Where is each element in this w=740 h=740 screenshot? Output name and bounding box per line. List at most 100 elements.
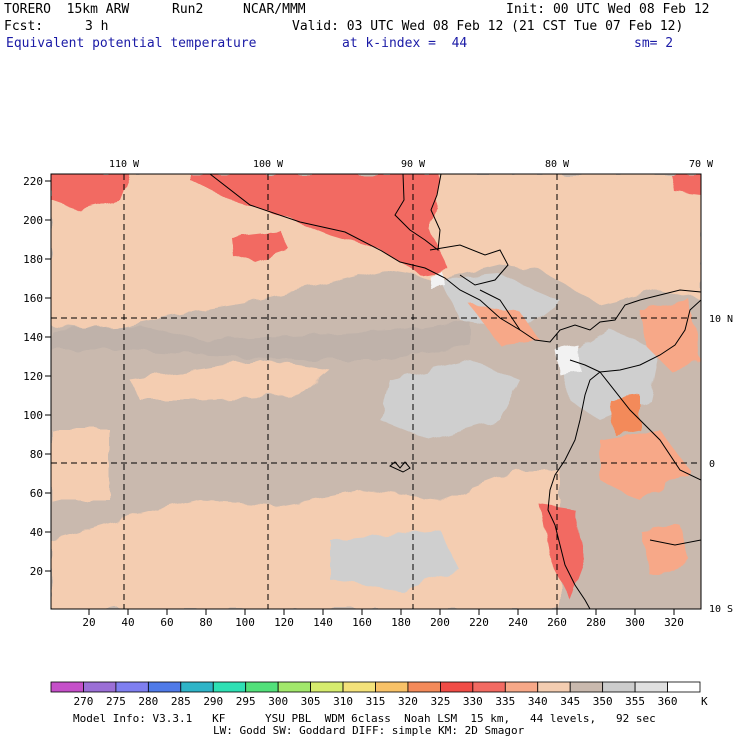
lat-labels: 10 N 0 10 S	[709, 314, 733, 615]
field-grey-east	[380, 360, 520, 440]
field-red-nw	[51, 174, 130, 210]
border-honduras	[429, 244, 509, 286]
colorbar-swatch	[310, 681, 344, 693]
y-tick-label: 60	[30, 487, 43, 500]
colorbar-labels: 270 275 280 285 290 295 300 305 310 315 320 325 330 3…	[74, 695, 678, 708]
x-tick-label: 240	[508, 616, 528, 629]
colorbar-swatch	[407, 681, 441, 693]
colorbar-swatch	[180, 681, 214, 693]
y-tick-label: 160	[23, 292, 43, 305]
level-label: at k-index = 44	[342, 36, 468, 51]
theta-e-field	[51, 174, 701, 609]
colorbar-swatch	[667, 681, 701, 693]
colorbar-swatch	[634, 681, 668, 693]
colorbar-label: 335	[495, 695, 515, 708]
y-tick-labels: 220 200 180 160 140 120 100 80 60 40 20	[23, 175, 43, 578]
colorbar-swatch	[212, 681, 247, 693]
field-grey-south	[330, 530, 460, 590]
y-tick-label: 80	[30, 448, 43, 461]
colorbar-swatch	[277, 681, 311, 693]
x-tick-label: 220	[469, 616, 489, 629]
x-tick-label: 280	[586, 616, 606, 629]
field-salmon-amazon	[600, 430, 690, 500]
field-red-coast	[230, 230, 290, 262]
colorbar-label: 355	[625, 695, 645, 708]
y-tick-label: 220	[23, 175, 43, 188]
lat-label: 10 N	[709, 314, 733, 325]
y-tick-label: 40	[30, 526, 43, 539]
fcst-label: Fcst:	[4, 19, 44, 34]
field-red-andes	[610, 395, 640, 435]
model-name: TORERO 15km ARW	[4, 2, 130, 17]
field-peach-north	[51, 174, 701, 330]
colorbar-swatch	[472, 681, 506, 693]
colorbar-unit: K	[701, 695, 708, 708]
x-tick-labels: 20 40 60 80 100 120 140 160 180 200 220 …	[82, 616, 684, 629]
colorbar-label: 330	[463, 695, 483, 708]
field-name: Equivalent potential temperature	[6, 36, 257, 51]
lon-label: 80 W	[545, 159, 570, 170]
y-tick-label: 120	[23, 370, 43, 383]
border-guatemala	[394, 174, 442, 251]
lon-label: 110 W	[109, 159, 140, 170]
lon-label: 90 W	[401, 159, 426, 170]
colorbar	[50, 681, 701, 693]
colorbar-swatch	[375, 681, 409, 693]
y-tick-label: 20	[30, 565, 43, 578]
colorbar-label: 310	[333, 695, 353, 708]
colorbar-swatch	[439, 681, 474, 693]
y-tick-label: 100	[23, 409, 43, 422]
x-tick-label: 300	[625, 616, 645, 629]
field-salmon-costa-rica	[470, 305, 540, 345]
field-red-peru	[540, 505, 585, 600]
coastlines	[209, 174, 701, 609]
field-peach-west	[51, 430, 110, 500]
border-colombia	[569, 359, 601, 373]
run-label: Run2	[172, 2, 204, 17]
x-tick-label: 160	[352, 616, 372, 629]
x-tick-label: 140	[313, 616, 333, 629]
y-tick-label: 180	[23, 253, 43, 266]
border-peru	[599, 371, 701, 481]
field-grey-band	[51, 320, 470, 360]
x-tick-label: 200	[430, 616, 450, 629]
colorbar-swatch	[245, 681, 279, 693]
colorbar-label: 280	[138, 695, 158, 708]
lat-label: 0	[709, 459, 715, 470]
x-tick-label: 320	[664, 616, 684, 629]
colorbar-swatch	[504, 681, 539, 693]
lat-label: 10 S	[709, 604, 733, 615]
coastline-central-america	[209, 174, 701, 343]
colorbar-label: 295	[236, 695, 256, 708]
colorbar-label: 360	[658, 695, 678, 708]
colorbar-swatch	[115, 681, 149, 693]
y-ticks	[45, 180, 51, 572]
physics-info: LW: Godd SW: Goddard DIFF: simple KM: 2D…	[213, 724, 525, 737]
field-peach-mid	[130, 360, 330, 400]
field-red-mexico	[190, 174, 450, 275]
x-tick-label: 20	[82, 616, 95, 629]
x-tick-label: 260	[547, 616, 567, 629]
valid-time: Valid: 03 UTC Wed 08 Feb 12 (21 CST Tue …	[292, 19, 684, 34]
colorbar-label: 340	[528, 695, 548, 708]
field-grey-panama	[440, 275, 560, 330]
colorbar-label: 345	[560, 695, 580, 708]
x-tick-label: 100	[235, 616, 255, 629]
smoothing-label: sm= 2	[634, 36, 674, 51]
y-tick-label: 200	[23, 214, 43, 227]
colorbar-label: 270	[74, 695, 94, 708]
model-info: Model Info: V3.3.1 KF YSU PBL WDM 6class…	[73, 712, 656, 725]
x-tick-label: 60	[160, 616, 173, 629]
x-tick-label: 40	[121, 616, 134, 629]
colorbar-label: 290	[203, 695, 223, 708]
init-time: Init: 00 UTC Wed 08 Feb 12	[506, 2, 710, 17]
fcst-value: 3 h	[85, 19, 109, 34]
field-red-caribbean	[670, 174, 701, 195]
colorbar-swatch	[83, 681, 117, 693]
border-nicaragua	[479, 289, 521, 331]
colorbar-label: 325	[430, 695, 450, 708]
colorbar-swatch	[537, 681, 571, 693]
x-ticks	[88, 609, 675, 615]
x-tick-label: 80	[199, 616, 212, 629]
